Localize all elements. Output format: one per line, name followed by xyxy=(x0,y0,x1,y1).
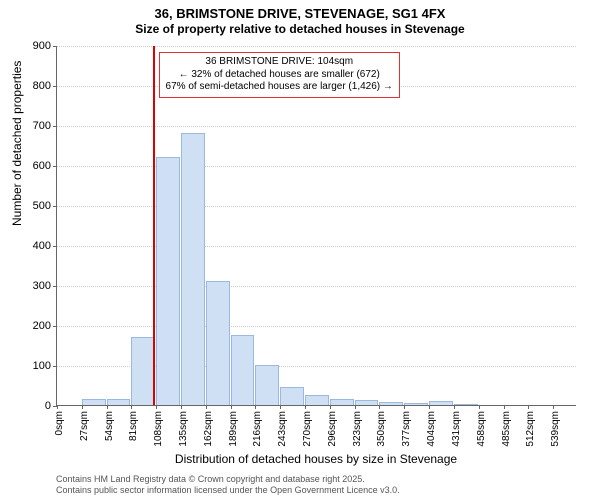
gridline xyxy=(57,46,576,47)
xtick-label: 81sqm xyxy=(128,381,139,411)
annotation-line-2: ← 32% of detached houses are smaller (67… xyxy=(166,69,393,82)
xtick-label: 27sqm xyxy=(79,381,90,411)
plot-region: 01002003004005006007008009000sqm27sqm54s… xyxy=(56,46,576,406)
ytick-label: 200 xyxy=(33,320,57,332)
xtick-label: 135sqm xyxy=(178,375,189,411)
gridline xyxy=(57,326,576,327)
ytick-label: 100 xyxy=(33,360,57,372)
xtick-label: 350sqm xyxy=(376,375,387,411)
footer-line-2: Contains public sector information licen… xyxy=(56,485,400,496)
chart-area: 01002003004005006007008009000sqm27sqm54s… xyxy=(56,46,576,406)
xtick-label: 54sqm xyxy=(104,381,115,411)
ytick-label: 600 xyxy=(33,160,57,172)
chart-subtitle: Size of property relative to detached ho… xyxy=(0,22,600,36)
gridline xyxy=(57,206,576,207)
xtick-label: 270sqm xyxy=(302,375,313,411)
ytick-label: 400 xyxy=(33,240,57,252)
xtick-label: 216sqm xyxy=(252,375,263,411)
xtick-label: 485sqm xyxy=(501,375,512,411)
xtick-label: 458sqm xyxy=(476,375,487,411)
ytick-label: 800 xyxy=(33,80,57,92)
footer-line-1: Contains HM Land Registry data © Crown c… xyxy=(56,474,400,485)
xtick-label: 162sqm xyxy=(203,375,214,411)
ytick-label: 700 xyxy=(33,120,57,132)
ytick-label: 300 xyxy=(33,280,57,292)
xtick-label: 0sqm xyxy=(54,387,65,411)
gridline xyxy=(57,126,576,127)
annotation-box: 36 BRIMSTONE DRIVE: 104sqm← 32% of detac… xyxy=(159,52,400,98)
xtick-label: 404sqm xyxy=(426,375,437,411)
xtick-label: 296sqm xyxy=(327,375,338,411)
ytick-label: 900 xyxy=(33,40,57,52)
xtick-label: 377sqm xyxy=(401,375,412,411)
footer-attribution: Contains HM Land Registry data © Crown c… xyxy=(56,474,400,496)
xtick-label: 323sqm xyxy=(352,375,363,411)
ytick-label: 500 xyxy=(33,200,57,212)
annotation-line-1: 36 BRIMSTONE DRIVE: 104sqm xyxy=(166,56,393,69)
x-axis-label: Distribution of detached houses by size … xyxy=(56,452,576,466)
xtick-label: 431sqm xyxy=(451,375,462,411)
xtick-label: 243sqm xyxy=(277,375,288,411)
xtick-label: 539sqm xyxy=(550,375,561,411)
xtick-label: 512sqm xyxy=(525,375,536,411)
marker-line xyxy=(153,46,155,405)
histogram-bar xyxy=(156,157,180,405)
gridline xyxy=(57,246,576,247)
xtick-label: 108sqm xyxy=(153,375,164,411)
chart-title: 36, BRIMSTONE DRIVE, STEVENAGE, SG1 4FX xyxy=(0,0,600,22)
histogram-bar xyxy=(181,133,205,405)
y-axis-label: Number of detached properties xyxy=(10,61,24,226)
gridline xyxy=(57,166,576,167)
xtick-label: 189sqm xyxy=(228,375,239,411)
gridline xyxy=(57,286,576,287)
annotation-line-3: 67% of semi-detached houses are larger (… xyxy=(166,81,393,94)
